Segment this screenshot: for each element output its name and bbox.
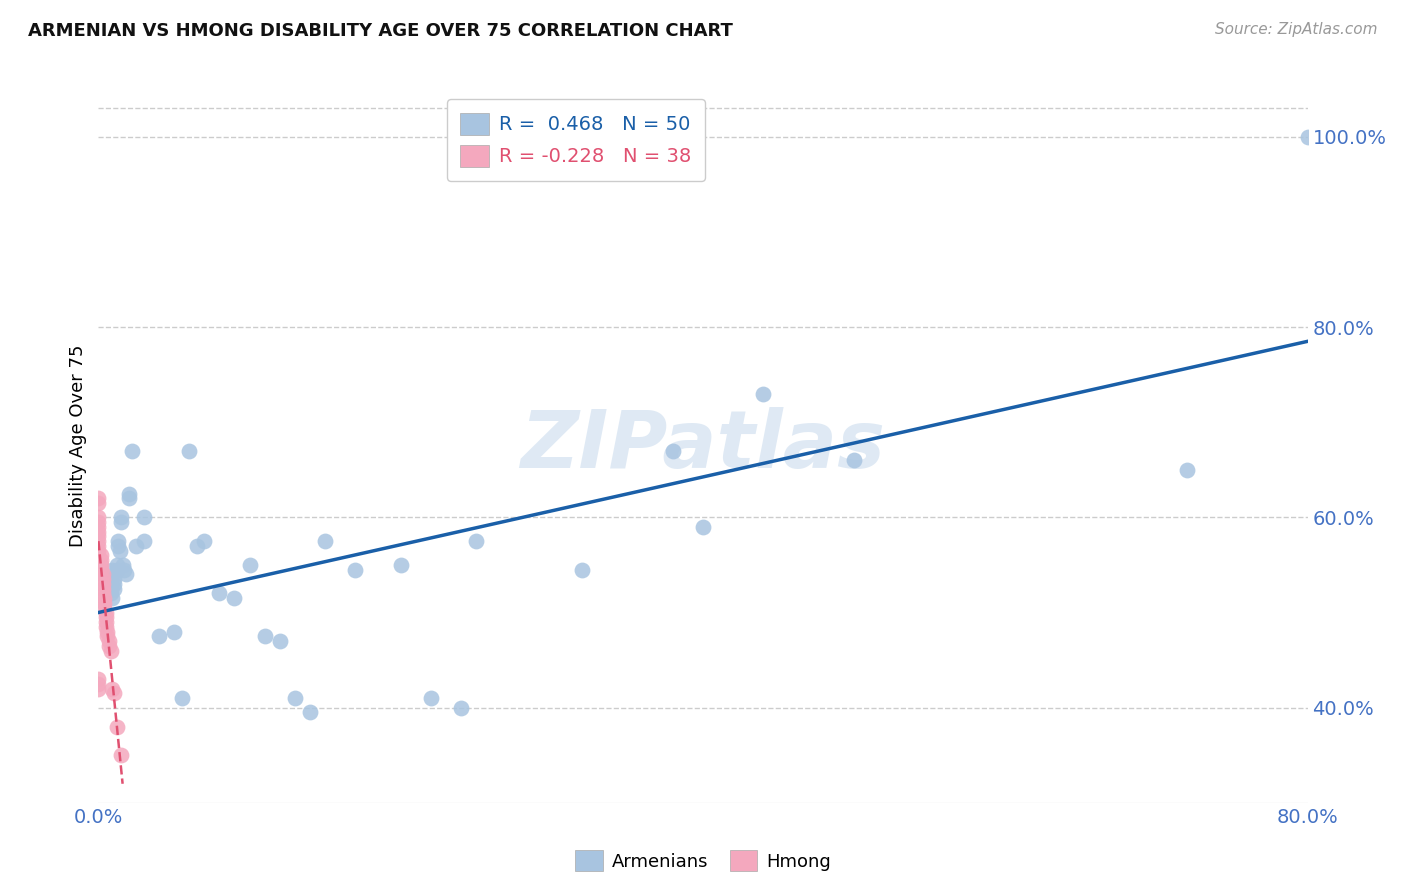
Point [105, 558, 128, 572]
Point [118, 491, 141, 506]
Point [91, 577, 114, 591]
Point [163, 624, 186, 639]
Point [114, 567, 136, 582]
Y-axis label: Disability Age Over 75: Disability Age Over 75 [69, 344, 87, 548]
Point [90, 549, 112, 563]
Point [420, 691, 443, 706]
Point [93, 591, 115, 606]
Point [91, 582, 114, 596]
Point [299, 706, 322, 720]
Point [208, 586, 231, 600]
Point [1296, 129, 1319, 144]
Point [87, 534, 110, 549]
Point [91, 567, 114, 582]
Point [108, 543, 131, 558]
Point [571, 563, 593, 577]
Point [132, 510, 155, 524]
Point [101, 591, 124, 606]
Point [87, 515, 110, 529]
Point [112, 563, 135, 577]
Point [269, 634, 291, 648]
Point [87, 529, 110, 543]
Point [94, 610, 117, 624]
Point [96, 629, 118, 643]
Point [125, 539, 148, 553]
Point [344, 563, 367, 577]
Point [94, 615, 117, 629]
Point [87, 539, 110, 553]
Point [110, 510, 132, 524]
Point [662, 443, 685, 458]
Point [103, 686, 125, 700]
Point [101, 681, 124, 696]
Point [94, 620, 117, 634]
Point [170, 691, 193, 706]
Point [98, 639, 121, 653]
Point [87, 510, 110, 524]
Point [389, 558, 412, 572]
Point [87, 496, 110, 510]
Point [110, 515, 132, 529]
Point [105, 563, 128, 577]
Point [103, 577, 125, 591]
Point [94, 606, 117, 620]
Point [87, 491, 110, 506]
Point [87, 524, 110, 539]
Text: ZIPatlas: ZIPatlas [520, 407, 886, 485]
Point [465, 534, 488, 549]
Point [96, 624, 118, 639]
Point [90, 558, 112, 572]
Point [87, 543, 110, 558]
Point [98, 634, 121, 648]
Point [87, 520, 110, 534]
Point [314, 534, 336, 549]
Point [105, 720, 128, 734]
Point [193, 534, 215, 549]
Point [93, 600, 115, 615]
Point [132, 534, 155, 549]
Point [118, 486, 141, 500]
Point [91, 586, 114, 600]
Point [450, 700, 472, 714]
Text: ARMENIAN VS HMONG DISABILITY AGE OVER 75 CORRELATION CHART: ARMENIAN VS HMONG DISABILITY AGE OVER 75… [28, 22, 733, 40]
Point [148, 629, 170, 643]
Point [121, 443, 143, 458]
Point [100, 582, 122, 596]
Point [87, 681, 110, 696]
Point [224, 591, 246, 606]
Point [90, 563, 112, 577]
Point [253, 629, 276, 643]
Point [692, 520, 714, 534]
Legend: R =  0.468   N = 50, R = -0.228   N = 38: R = 0.468 N = 50, R = -0.228 N = 38 [447, 99, 704, 181]
Point [91, 572, 114, 586]
Text: Source: ZipAtlas.com: Source: ZipAtlas.com [1215, 22, 1378, 37]
Point [110, 748, 132, 763]
Point [844, 453, 866, 467]
Point [179, 443, 201, 458]
Point [93, 596, 115, 610]
Point [100, 643, 122, 657]
Point [752, 386, 775, 401]
Point [1175, 463, 1198, 477]
Point [284, 691, 307, 706]
Point [107, 534, 129, 549]
Point [103, 582, 125, 596]
Point [100, 572, 122, 586]
Point [239, 558, 262, 572]
Point [107, 539, 129, 553]
Point [87, 677, 110, 691]
Point [186, 539, 208, 553]
Point [101, 563, 124, 577]
Legend: Armenians, Hmong: Armenians, Hmong [568, 843, 838, 879]
Point [111, 558, 134, 572]
Point [100, 586, 122, 600]
Point [90, 553, 112, 567]
Point [87, 672, 110, 686]
Point [103, 572, 125, 586]
